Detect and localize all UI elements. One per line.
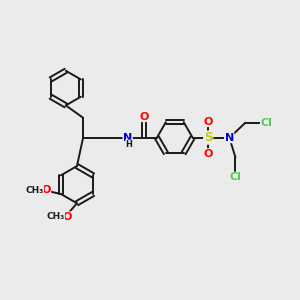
Text: S: S bbox=[204, 131, 213, 144]
Text: O: O bbox=[203, 116, 213, 127]
Text: O: O bbox=[62, 212, 72, 222]
Text: N: N bbox=[225, 133, 234, 142]
Text: O: O bbox=[139, 112, 148, 122]
Text: Cl: Cl bbox=[230, 172, 242, 182]
Text: CH₃: CH₃ bbox=[25, 186, 44, 195]
Text: N: N bbox=[123, 133, 132, 142]
Text: Cl: Cl bbox=[260, 118, 272, 128]
Text: O: O bbox=[41, 185, 51, 195]
Text: O: O bbox=[203, 149, 213, 159]
Text: H: H bbox=[125, 140, 132, 149]
Text: CH₃: CH₃ bbox=[46, 212, 64, 221]
